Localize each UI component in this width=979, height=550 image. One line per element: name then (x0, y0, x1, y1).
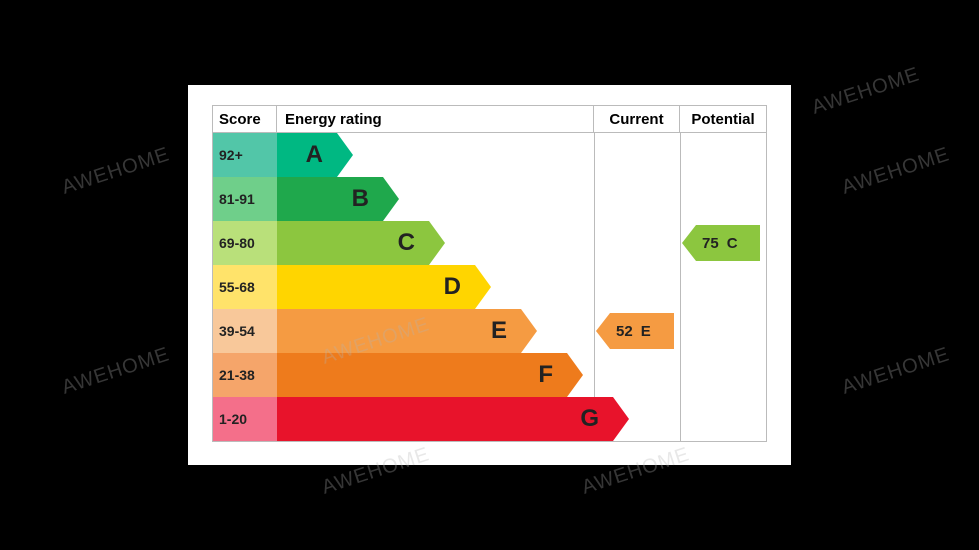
header-row: Score Energy rating Current Potential (212, 105, 767, 133)
potential-pointer: 75 C (696, 225, 760, 261)
band-rows: 92+A81-91B69-80C55-68D39-54E21-38F1-20G5… (213, 133, 766, 441)
watermark: AWEHOME (839, 143, 952, 199)
band-row-g: 1-20G (213, 397, 766, 441)
watermark: AWEHOME (809, 63, 922, 119)
band-row-a: 92+A (213, 133, 766, 177)
watermark: AWEHOME (839, 343, 952, 399)
rating-bar: G (277, 397, 613, 441)
score-cell: 1-20 (213, 397, 277, 441)
rating-bar: F (277, 353, 567, 397)
rating-bar: D (277, 265, 475, 309)
header-current: Current (594, 106, 680, 132)
rows-container: 92+A81-91B69-80C55-68D39-54E21-38F1-20G5… (212, 133, 767, 442)
header-potential: Potential (680, 106, 766, 132)
band-row-e: 39-54E (213, 309, 766, 353)
pointer-letter: C (727, 235, 738, 252)
pointer-letter: E (641, 323, 651, 340)
energy-rating-card: Score Energy rating Current Potential 92… (188, 85, 791, 465)
current-pointer: 52 E (610, 313, 674, 349)
band-row-d: 55-68D (213, 265, 766, 309)
header-rating: Energy rating (277, 106, 594, 132)
pointer-value: 75 (702, 235, 719, 252)
score-cell: 69-80 (213, 221, 277, 265)
score-cell: 92+ (213, 133, 277, 177)
watermark: AWEHOME (59, 143, 172, 199)
score-cell: 21-38 (213, 353, 277, 397)
band-row-b: 81-91B (213, 177, 766, 221)
score-cell: 81-91 (213, 177, 277, 221)
rating-bar: A (277, 133, 337, 177)
score-cell: 55-68 (213, 265, 277, 309)
rating-bar: E (277, 309, 521, 353)
band-row-f: 21-38F (213, 353, 766, 397)
score-cell: 39-54 (213, 309, 277, 353)
watermark: AWEHOME (59, 343, 172, 399)
pointer-value: 52 (616, 323, 633, 340)
rating-bar: C (277, 221, 429, 265)
header-score: Score (213, 106, 277, 132)
rating-bar: B (277, 177, 383, 221)
energy-rating-chart: Score Energy rating Current Potential 92… (212, 105, 767, 445)
